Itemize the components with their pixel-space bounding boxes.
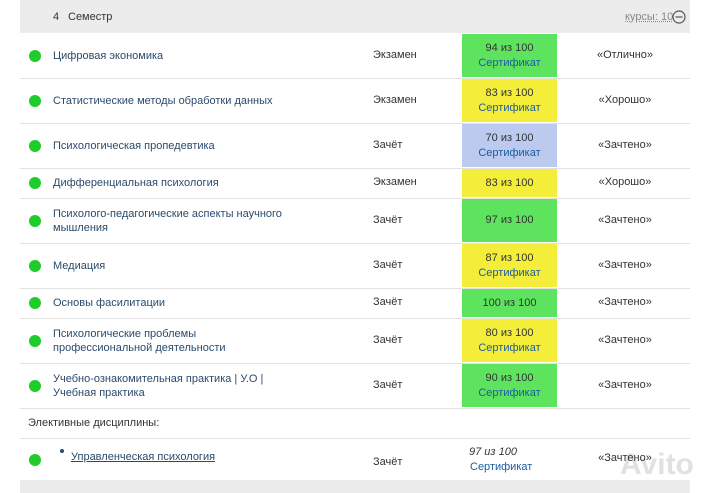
status-dot [29, 379, 41, 392]
grade: «Зачтено» [598, 378, 652, 391]
control-kind: Экзамен [373, 93, 417, 106]
course-name[interactable]: Статистические методы обработки данных [53, 94, 273, 107]
score-cell [462, 364, 557, 407]
course-name[interactable]: Медиация [53, 259, 106, 272]
row-separator [20, 288, 690, 289]
status-dot [29, 49, 41, 62]
certificate-link[interactable]: Сертификат [478, 101, 541, 114]
control-kind: Зачёт [373, 213, 403, 226]
score-cell [462, 199, 557, 242]
next-header [20, 480, 690, 493]
watermark: Avito [620, 448, 694, 481]
status-dot [29, 453, 41, 466]
courses-count[interactable]: курсы: 10 [625, 11, 674, 23]
grade: «Хорошо» [598, 176, 652, 188]
score: 97 из 100 [469, 445, 517, 458]
score-cell [462, 169, 557, 197]
course-name[interactable]: профессиональной деятельности [53, 341, 226, 354]
score: 90 из 100 [485, 371, 534, 384]
score: 83 из 100 [485, 86, 534, 99]
course-name[interactable]: Управленческая психология [71, 450, 216, 463]
grade: «Отлично» [596, 48, 654, 61]
row-separator [20, 78, 690, 79]
status-dot [29, 334, 41, 347]
collapse-icon[interactable] [672, 10, 686, 24]
semester-title: Семестр [68, 11, 113, 23]
course-name[interactable]: мышления [53, 221, 109, 234]
status-dot [29, 297, 41, 309]
score: 83 из 100 [485, 176, 534, 189]
control-kind: Экзамен [373, 176, 417, 188]
row-separator [20, 363, 690, 364]
control-kind: Зачёт [373, 138, 403, 151]
course-name[interactable]: Учебно-ознакомительная практика | У.О | [53, 372, 264, 385]
score-cell [462, 244, 557, 287]
course-name[interactable]: Психологические проблемы [53, 327, 197, 340]
score-cell [462, 34, 557, 77]
control-kind: Зачёт [373, 455, 403, 468]
status-dot [29, 259, 41, 272]
score: 94 из 100 [485, 41, 534, 54]
row-separator [20, 408, 690, 409]
score: 100 из 100 [482, 296, 537, 309]
electives-title: Элективные дисциплины: [28, 417, 160, 429]
score-cell [462, 289, 557, 317]
control-kind: Зачёт [373, 333, 403, 346]
score: 97 из 100 [485, 214, 534, 226]
row-separator [20, 318, 690, 319]
row-separator [20, 168, 690, 169]
grade: «Хорошо» [598, 93, 652, 106]
course-name[interactable]: Психолого-педагогические аспекты научног… [53, 207, 282, 220]
certificate-link[interactable]: Сертификат [478, 386, 541, 399]
grade: «Зачтено» [598, 138, 652, 151]
course-name[interactable]: Учебная практика [53, 386, 145, 399]
status-dot [29, 139, 41, 152]
score: 80 из 100 [485, 326, 534, 339]
control-kind: Экзамен [373, 48, 417, 61]
score: 70 из 100 [485, 131, 534, 144]
certificate-link[interactable]: Сертификат [470, 460, 533, 473]
status-dot [29, 177, 41, 189]
course-name[interactable]: Психологическая пропедевтика [53, 139, 215, 152]
grade: «Зачтено» [598, 213, 652, 226]
score-cell [462, 319, 557, 362]
course-name[interactable]: Цифровая экономика [53, 49, 164, 62]
control-kind: Зачёт [373, 296, 403, 308]
row-separator [20, 123, 690, 124]
status-dot [29, 94, 41, 107]
row-separator [20, 438, 690, 439]
score: 87 из 100 [485, 251, 534, 264]
bullet [60, 448, 64, 453]
grade: «Зачтено» [598, 451, 652, 464]
row-separator [20, 243, 690, 244]
semester-header [20, 0, 690, 33]
grade: «Зачтено» [598, 258, 652, 271]
certificate-link[interactable]: Сертификат [478, 341, 541, 354]
score-cell [462, 124, 557, 167]
row-separator [20, 198, 690, 199]
grade: «Зачтено» [598, 333, 652, 346]
certificate-link[interactable]: Сертификат [478, 56, 541, 69]
control-kind: Зачёт [373, 378, 403, 391]
control-kind: Зачёт [373, 258, 403, 271]
semester-number: 4 [53, 11, 60, 23]
score-cell [462, 79, 557, 122]
course-name[interactable]: Основы фасилитации [53, 297, 166, 309]
course-name[interactable]: Дифференциальная психология [53, 177, 219, 189]
certificate-link[interactable]: Сертификат [478, 146, 541, 159]
status-dot [29, 214, 41, 227]
grade: «Зачтено» [598, 296, 652, 308]
certificate-link[interactable]: Сертификат [478, 266, 541, 279]
